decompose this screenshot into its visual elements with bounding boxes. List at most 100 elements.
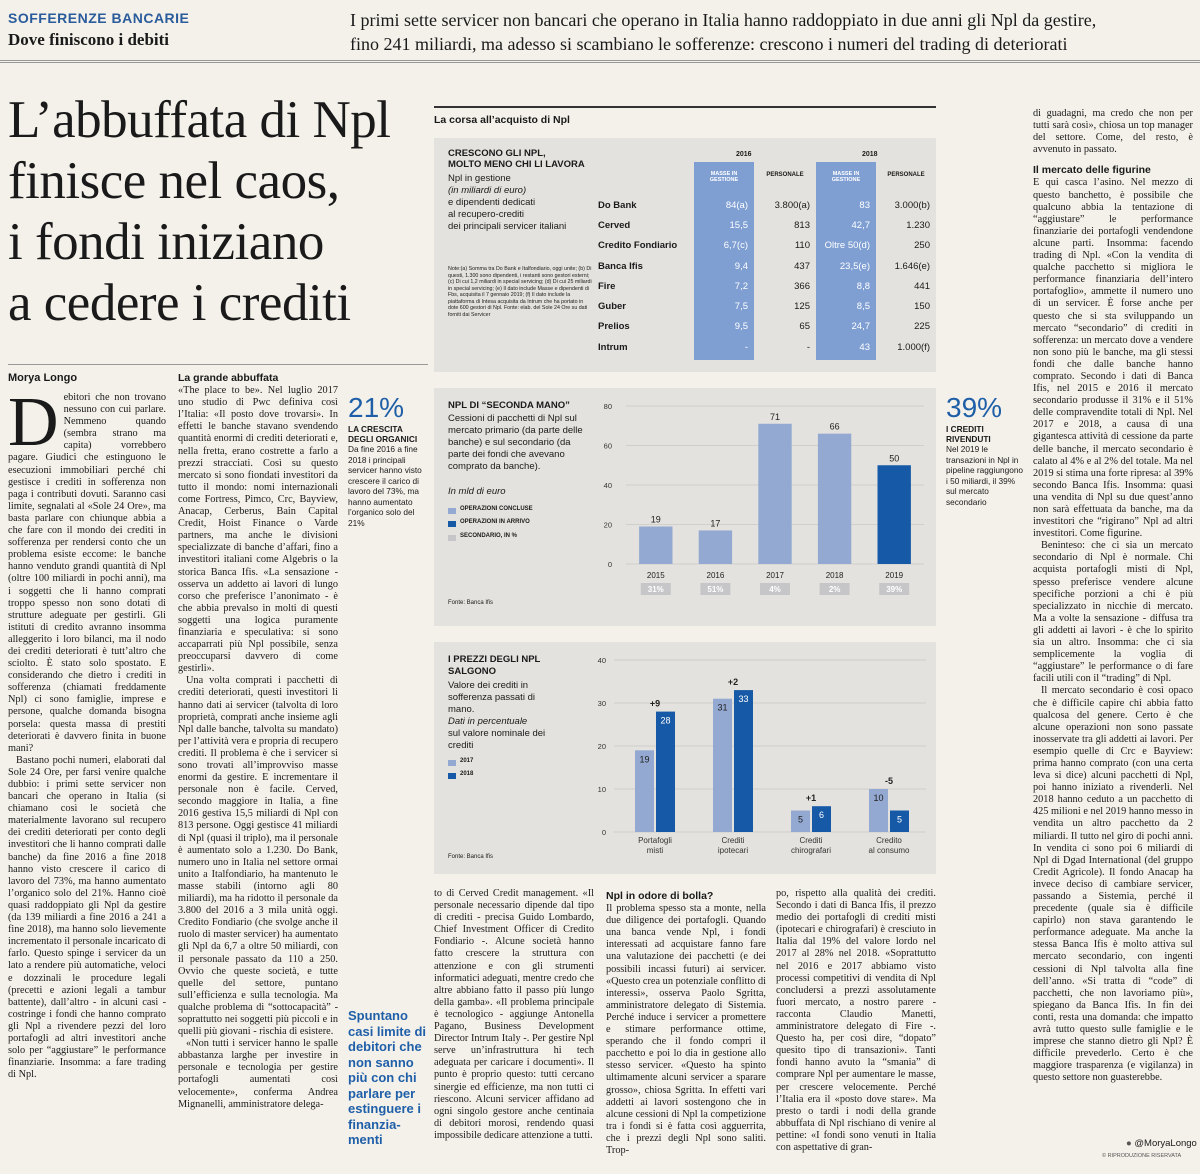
col-personale-2018: PERSONALE [887,172,925,178]
x-tick-label: 2017 [766,571,784,580]
legend-arrivo: OPERAZIONI IN ARRIVO [460,519,530,525]
table-cell: 3.800(a) [774,199,810,211]
x-tick-label: misti [647,846,664,855]
data-label: 19 [639,754,649,764]
section-heading-bolla: Npl in odore di bolla? [606,890,714,902]
x-tick-label: 2015 [647,571,665,580]
data-label: 71 [770,412,780,422]
bar [869,789,888,832]
table-cell: 6,7(c) [723,240,748,252]
legend-swatch-2018 [448,773,456,779]
data-label: 6 [819,810,824,820]
secondary-pct-label: 51% [707,585,723,594]
legend-swatch-2017 [448,760,456,766]
table-cell: 3.000(b) [894,199,930,211]
x-tick-label: Crediti [721,836,744,845]
bar [734,690,753,832]
col-masse-2018: MASSE IN GESTIONE [831,171,861,183]
table-cell: 1.230 [906,219,930,231]
section-heading-grande-abbuffata: La grande abbuffata [178,372,279,384]
col2-paragraph-1: «The place to be». Nel luglio 2017 uno s… [178,385,338,675]
table-cell: 43 [859,341,870,353]
table-cell: 250 [914,240,930,252]
table-cell: 813 [794,219,810,231]
col6-paragraph-3: Il mercato secondario è così opaco che è… [1033,685,1193,1084]
col3-paragraph-1: to di Cerved Credit management. «Il pers… [434,888,594,1141]
pull-quote: Spuntano casi limite di debitori che non… [348,1008,427,1147]
chart2-title-2: SALGONO [448,666,497,677]
bar [698,530,733,564]
graphic-rule [434,106,936,108]
subsection-label: Dove finiscono i debiti [8,30,170,49]
deck-line-2: fino 241 miliardi, ma adesso si scambian… [350,34,1068,54]
npl-table: Do Bank 84(a) 3.800(a) 83 3.000(b) Cerved 15,5… [594,195,934,357]
col1-paragraph-2: Bastano pochi numeri, elaborati dal Sole… [8,754,166,1081]
table-row: Do Bank 84(a) 3.800(a) 83 3.000(b) [594,195,934,215]
twitter-handle[interactable]: ● @MoryaLongo [1126,1138,1197,1149]
table-row: Prelios 9,5 65 24,7 225 [594,317,934,337]
table-cell: 9,4 [734,260,748,272]
col4-paragraph-1: Il problema spesso sta a monte, nella du… [606,903,766,1156]
byline-rule [8,364,428,365]
table-cell: 7,5 [734,301,748,313]
chart1-title: NPL DI “SECONDA MANO” [448,400,570,411]
data-label: 19 [651,514,661,524]
table-notes: Note:(a) Somma tra Do Bank e Italfondiar… [448,266,592,318]
secondary-pct-badge [700,583,731,595]
servicer-name: Banca Ifis [598,260,643,272]
col5-paragraph-1: po, rispetto alla qualità dei crediti. S… [776,888,936,1153]
servicer-name: Credito Fondiario [598,240,678,252]
y-tick-label: 40 [598,656,606,665]
col2-paragraph-3: «Non tutti i servicer hanno le spalle ab… [178,1038,338,1110]
table-cell: 84(a) [725,199,748,211]
text-column-4: Npl in odore di bolla? Il problema spess… [606,888,766,1164]
chart2-source: Fonte: Banca Ifis [448,854,494,860]
table-heading-2: MOLTO MENO CHI LI LAVORA [448,159,585,170]
data-label: 50 [889,453,899,463]
chart2-description-2: sul valore nominale dei crediti [448,728,546,751]
bar [817,433,852,564]
text-column-5: po, rispetto alla qualità dei crediti. S… [776,888,936,1164]
secondary-pct-badge [879,583,910,595]
header-rule [0,62,1200,63]
x-tick-label: 2018 [826,571,844,580]
table-cell: - [744,341,748,353]
col-masse-2016: MASSE IN GESTIONE [709,171,739,183]
twitter-handle-text: @MoryaLongo [1134,1138,1197,1149]
chart1-source: Fonte: Banca Ifis [448,600,494,606]
masse-2018-column [816,162,876,360]
bar [877,465,911,564]
headline-line-1: L’abbuffata di Npl [8,91,391,149]
section-label: SOFFERENZE BANCARIE [8,10,190,26]
table-row: Cerved 15,5 813 42,7 1.230 [594,215,934,235]
table-description: Npl in gestione (in miliardi di euro) e … [448,173,598,233]
bar [890,810,909,832]
stat2-percentage: 39% [946,392,1003,423]
bar [713,698,732,832]
npl-table-panel: CRESCONO GLI NPL, MOLTO MENO CHI LI LAVO… [434,138,936,372]
headline-line-4: a cedere i crediti [8,274,351,332]
chart1-unit: In mld di euro [448,486,506,497]
table-cell: 42,7 [851,219,871,231]
data-label: 5 [798,815,803,825]
deck-line-1: I primi sette servicer non bancari che o… [350,10,1097,30]
x-tick-label: ipotecari [718,846,748,855]
data-label: 17 [710,518,720,528]
text-column-2: La grande abbuffata «The place to be». N… [178,370,338,1164]
text-column-6: di guadagni, ma credo che non per tutti … [1033,108,1193,1132]
legend-secondario: SECONDARIO, IN % [460,533,518,539]
col2-paragraph-2: Una volta comprati i pacchetti di credit… [178,675,338,1038]
bar [791,810,810,832]
stat-label-1: LA CRESCITA [348,424,403,434]
y-tick-label: 80 [604,402,612,411]
graphic-title: La corsa all’acquisto di Npl [434,114,570,126]
x-tick-label: Portafogli [638,836,672,845]
year-2018-label: 2018 [862,151,878,158]
x-tick-label: 2019 [885,571,903,580]
table-cell: 1.646(e) [894,260,930,272]
masse-2016-column [694,162,754,360]
col1-paragraph-1: ebitori che non trovano nessuno con cui … [8,392,166,754]
table-cell: 125 [794,301,810,313]
chart-seconda-mano: 0 20 40 60 80 19 2015 31% 17 2016 51% 71 2017 4% 66 201… [604,402,924,595]
